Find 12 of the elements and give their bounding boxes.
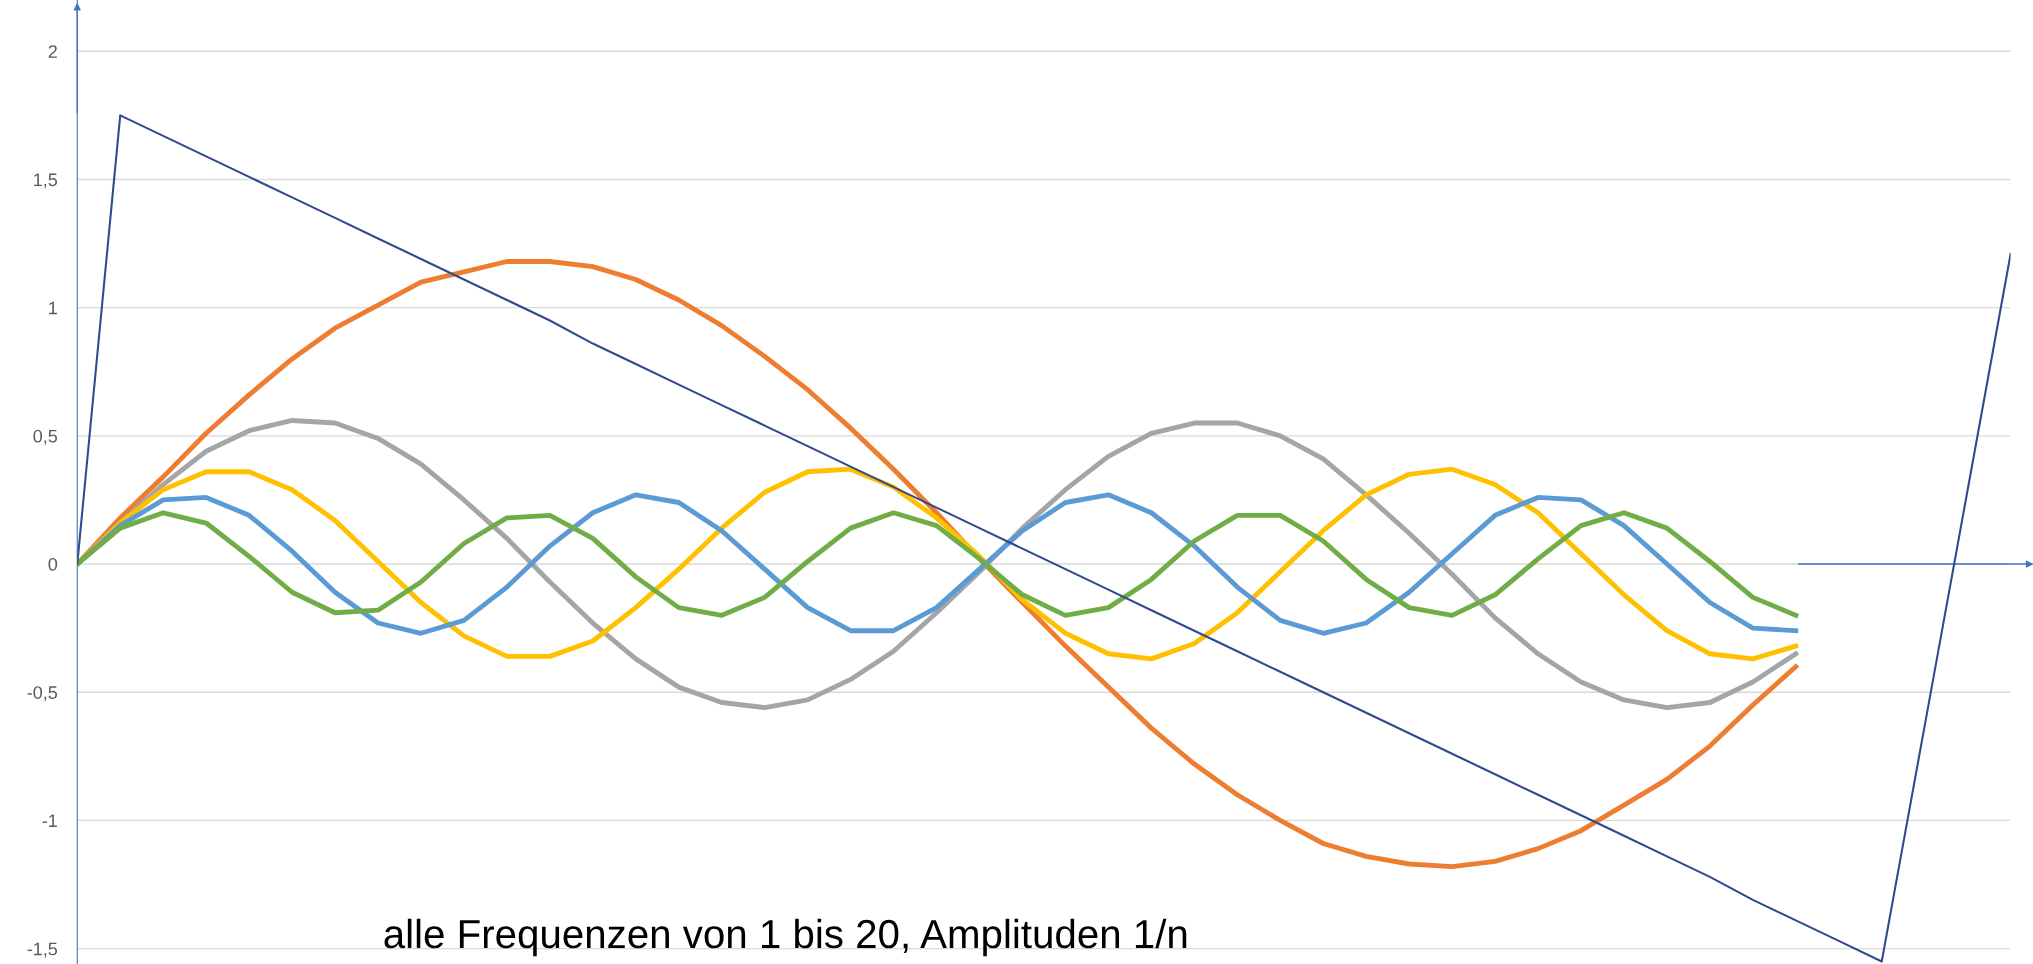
y-tick-label: 1: [49, 301, 57, 315]
y-tick-label: 1,5: [34, 173, 58, 189]
annotation: alle Frequenzen von 1 bis 20, Amplituden 1/n: [384, 918, 1187, 957]
y-tick-label: -1,5: [27, 942, 58, 958]
y-tick-label: -1: [42, 814, 57, 827]
y-tick-label: 0: [48, 557, 58, 571]
y-tick-label: 2: [48, 45, 57, 58]
line-series: [77, 510, 1799, 618]
y-tick-label: 0,5: [33, 429, 58, 445]
line-series: [77, 114, 2011, 963]
y-tick-label: -0,5: [27, 686, 58, 702]
line-series: [77, 259, 1799, 869]
